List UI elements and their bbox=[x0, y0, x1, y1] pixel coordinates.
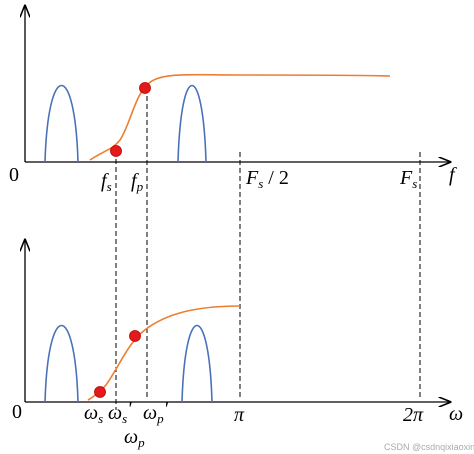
point bbox=[129, 330, 141, 342]
label: fp bbox=[131, 170, 144, 194]
point bbox=[110, 145, 122, 157]
label: ωs bbox=[84, 402, 103, 426]
label: ωs' bbox=[108, 398, 132, 426]
label: fs bbox=[101, 170, 112, 194]
label: 2π bbox=[403, 404, 424, 426]
hump bbox=[44, 324, 79, 403]
hump bbox=[44, 84, 79, 163]
label: Fs bbox=[399, 167, 417, 191]
hump bbox=[177, 84, 207, 163]
label: Fs / 2 bbox=[245, 167, 289, 191]
watermark: CSDN @csdnqixiaoxin bbox=[384, 442, 474, 452]
hump bbox=[181, 324, 213, 403]
point bbox=[139, 82, 151, 94]
label: π bbox=[234, 404, 245, 426]
label: ωp bbox=[124, 426, 145, 450]
axis-label: f bbox=[449, 164, 457, 186]
origin: 0 bbox=[12, 401, 22, 423]
label: ωp' bbox=[143, 398, 169, 426]
axis-label: ω bbox=[449, 403, 463, 425]
response-curve bbox=[87, 305, 241, 401]
point bbox=[94, 386, 106, 398]
response-curve bbox=[89, 73, 391, 161]
origin: 0 bbox=[9, 164, 19, 186]
